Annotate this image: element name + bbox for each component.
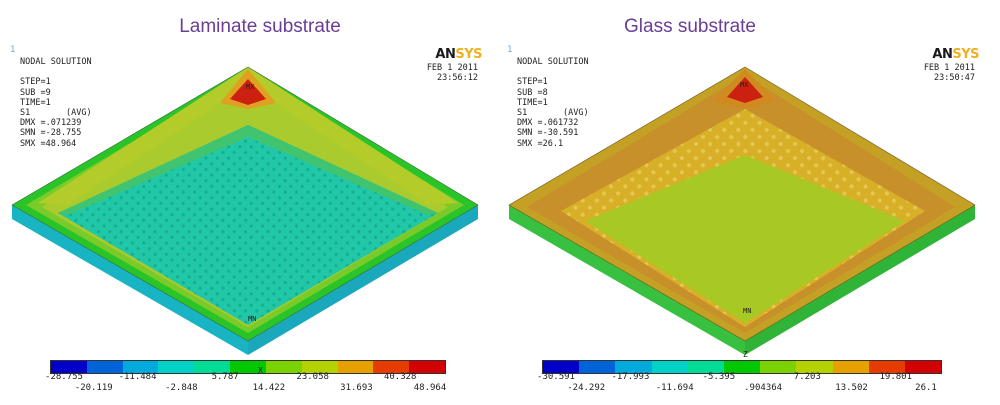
info-line: SMX =26.1 (517, 138, 564, 149)
legend-tick-label: 31.693 (340, 383, 373, 393)
color-legend (50, 360, 446, 374)
legend-tick-label: 7.203 (793, 372, 821, 382)
info-line: SMN =-28.755 (20, 128, 82, 139)
window-number: 1 (10, 45, 16, 55)
legend-tick-label: 5.787 (211, 372, 239, 382)
legend-tick-label: 48.964 (413, 383, 447, 393)
legend-labels: -30.591 -24.292 -17.993 -11.694 -5.395 .90436… (537, 372, 940, 396)
legend-tick-label: 14.422 (252, 383, 286, 393)
date-text: FEB 1 2011 (426, 63, 478, 73)
plate-side-right (248, 205, 478, 355)
legend-swatch (651, 361, 688, 373)
info-line (20, 67, 92, 77)
hot-zone-red (727, 77, 763, 103)
plate-side-right (745, 205, 975, 355)
legend-swatch (301, 361, 338, 373)
glass-contour-plot (508, 66, 976, 355)
plate-side-left (12, 205, 248, 355)
legend-tick-label: .904364 (744, 383, 783, 393)
legend-swatch (904, 361, 942, 373)
legend-swatch (337, 361, 374, 373)
info-line: SUB =8 (517, 87, 548, 98)
ansys-viewport-laminate[interactable]: 1 NODAL SOLUTION STEP=1 SUB =9 TIME=1 S1 (A… (8, 45, 488, 400)
title-glass-substrate: Glass substrate (624, 16, 756, 37)
legend-swatch (687, 361, 724, 373)
legend-swatch (543, 361, 580, 373)
timestamp: FEB 1 2011 23:50:47 (924, 63, 975, 83)
legend-tick-label: 26.1 (915, 383, 937, 393)
solution-info: NODAL SOLUTION STEP=1 SUB =8 TIME=1 S1 (AVG… (517, 57, 589, 149)
time-text: 23:56:12 (437, 73, 478, 84)
color-legend (542, 360, 942, 374)
info-line: STEP=1 (20, 77, 51, 88)
timestamp: FEB 1 2011 23:56:12 (427, 63, 478, 83)
info-line: TIME=1 (517, 97, 548, 108)
info-line: S1 (AVG) (517, 108, 589, 119)
laminate-contour-plot (11, 66, 479, 355)
legend-swatch (615, 361, 652, 373)
legend-tick-label: -30.591 (537, 372, 575, 382)
legend-swatch (373, 361, 410, 373)
plate-ridge-left (38, 67, 248, 205)
legend-swatch (265, 361, 302, 373)
info-line: STEP=1 (517, 77, 548, 88)
legend-swatch (51, 361, 87, 373)
legend-swatch (832, 361, 869, 373)
legend-labels: -28.755 -20.119 -11.484 -2.848 5.787 14.422 23… (45, 372, 447, 396)
ansys-viewport-glass[interactable]: 1 NODAL SOLUTION STEP=1 SUB =8 TIME=1 S1 (A… (505, 45, 985, 400)
date-text: FEB 1 2011 (923, 63, 975, 73)
legend-tick-label: -5.395 (702, 372, 736, 382)
legend-swatch (868, 361, 905, 373)
legend-tick-label: -11.694 (655, 383, 694, 393)
legend-swatch (230, 361, 266, 373)
legend-tick-label: -20.119 (74, 383, 113, 393)
ansys-logo: ANSYS (435, 47, 482, 62)
axis-triad: Z (743, 350, 748, 359)
legend-swatch (796, 361, 833, 373)
hot-zone-red (230, 79, 266, 105)
time-text: 23:50:47 (934, 73, 975, 84)
info-line: NODAL SOLUTION (20, 57, 92, 67)
legend-swatch (194, 361, 231, 373)
mx-marker: MX (246, 83, 255, 91)
plate-ridge-right (248, 67, 458, 205)
info-line: DMX =.071239 (20, 118, 82, 129)
legend-swatch (579, 361, 616, 373)
legend-swatch (723, 361, 761, 373)
legend-tick-label: -28.755 (45, 372, 83, 382)
legend-tick-label: 13.502 (835, 383, 868, 393)
solution-info: NODAL SOLUTION STEP=1 SUB =9 TIME=1 S1 (AVG… (20, 57, 92, 149)
info-line: NODAL SOLUTION (517, 57, 589, 67)
legend-tick-label: -11.484 (118, 372, 157, 382)
plate-inner (585, 155, 905, 323)
legend-swatch (409, 361, 445, 373)
legend-tick-label: 23.058 (296, 372, 329, 382)
info-line: SMX =48.964 (20, 138, 77, 149)
info-line: TIME=1 (20, 97, 51, 108)
mx-marker: MX (740, 81, 749, 89)
mn-marker: MN (248, 315, 257, 323)
info-line: DMX =.061732 (517, 118, 579, 129)
legend-tick-label: 40.328 (383, 372, 417, 382)
legend-swatch (158, 361, 195, 373)
legend-tick-label: 19.801 (879, 372, 913, 382)
legend-tick-label: -24.292 (567, 383, 606, 393)
legend-swatch (122, 361, 159, 373)
legend-swatch (760, 361, 797, 373)
info-line: SUB =9 (20, 87, 51, 98)
window-number: 1 (507, 45, 513, 55)
plate-side-left (509, 205, 745, 355)
ansys-logo: ANSYS (932, 47, 979, 62)
legend-swatch (86, 361, 123, 373)
info-line: SMN =-30.591 (517, 128, 579, 139)
info-line (517, 67, 589, 77)
legend-tick-label: -17.993 (611, 372, 650, 382)
mn-marker: MN (743, 307, 752, 315)
legend-tick-label: -2.848 (165, 383, 198, 393)
title-laminate-substrate: Laminate substrate (179, 16, 341, 37)
axis-triad: X (258, 366, 263, 375)
info-line: S1 (AVG) (20, 108, 92, 119)
